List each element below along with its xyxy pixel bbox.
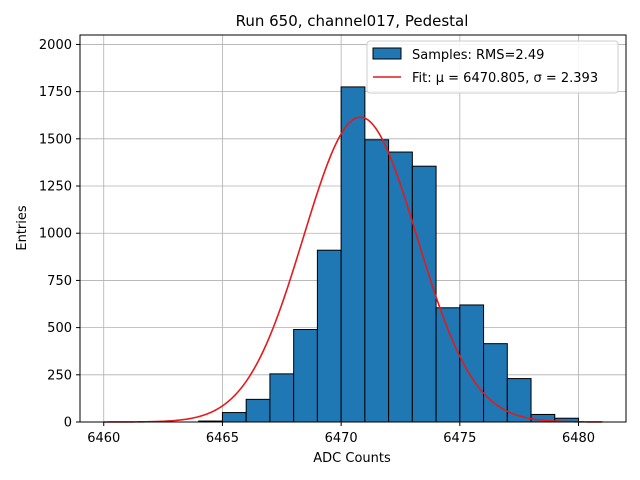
x-axis-label: ADC Counts: [313, 451, 391, 466]
y-tick-label: 1750: [39, 85, 72, 100]
legend-histogram-swatch: [372, 47, 402, 60]
legend-histogram-label: Samples: RMS=2.49: [412, 48, 544, 63]
y-axis-ticks: 0 250 500 750 1000 1250 1500 1750 2000: [39, 38, 80, 431]
legend-box: [366, 40, 619, 94]
y-tick-label: 0: [64, 416, 72, 431]
x-tick-label: 6460: [87, 431, 120, 446]
x-tick-label: 6470: [325, 431, 358, 446]
y-tick-label: 1500: [39, 132, 72, 147]
histogram-bar: [316, 249, 342, 423]
y-tick-label: 750: [47, 274, 72, 289]
x-tick-label: 6465: [206, 431, 239, 446]
y-tick-label: 250: [47, 368, 72, 383]
chart-title: Run 650, channel017, Pedestal: [236, 12, 469, 30]
y-tick-label: 1000: [39, 227, 72, 242]
fit-curve: [103, 116, 603, 423]
histogram-bar: [269, 373, 295, 423]
histogram-bar: [245, 398, 271, 423]
y-tick-label: 1250: [39, 180, 72, 195]
legend-fit-label: Fit: μ = 6470.805, σ = 2.393: [412, 71, 598, 86]
y-tick-label: 2000: [39, 38, 72, 53]
y-tick-label: 500: [47, 321, 72, 336]
x-tick-label: 6475: [443, 431, 476, 446]
y-axis-label: Entries: [15, 205, 30, 251]
legend: Samples: RMS=2.49 Fit: μ = 6470.805, σ =…: [366, 40, 619, 94]
plot-frame: [79, 34, 627, 423]
histogram-bars: [198, 86, 580, 423]
histogram-bar: [388, 151, 413, 423]
histogram-bar: [340, 86, 366, 423]
histogram-bar: [364, 139, 390, 423]
histogram-bar: [435, 307, 461, 423]
x-axis-ticks: 6460 6465 6470 6475 6480: [87, 422, 595, 446]
histogram-bar: [411, 165, 437, 423]
histogram-bar: [221, 412, 247, 423]
histogram-bar: [293, 328, 318, 423]
x-tick-label: 6480: [562, 431, 595, 446]
